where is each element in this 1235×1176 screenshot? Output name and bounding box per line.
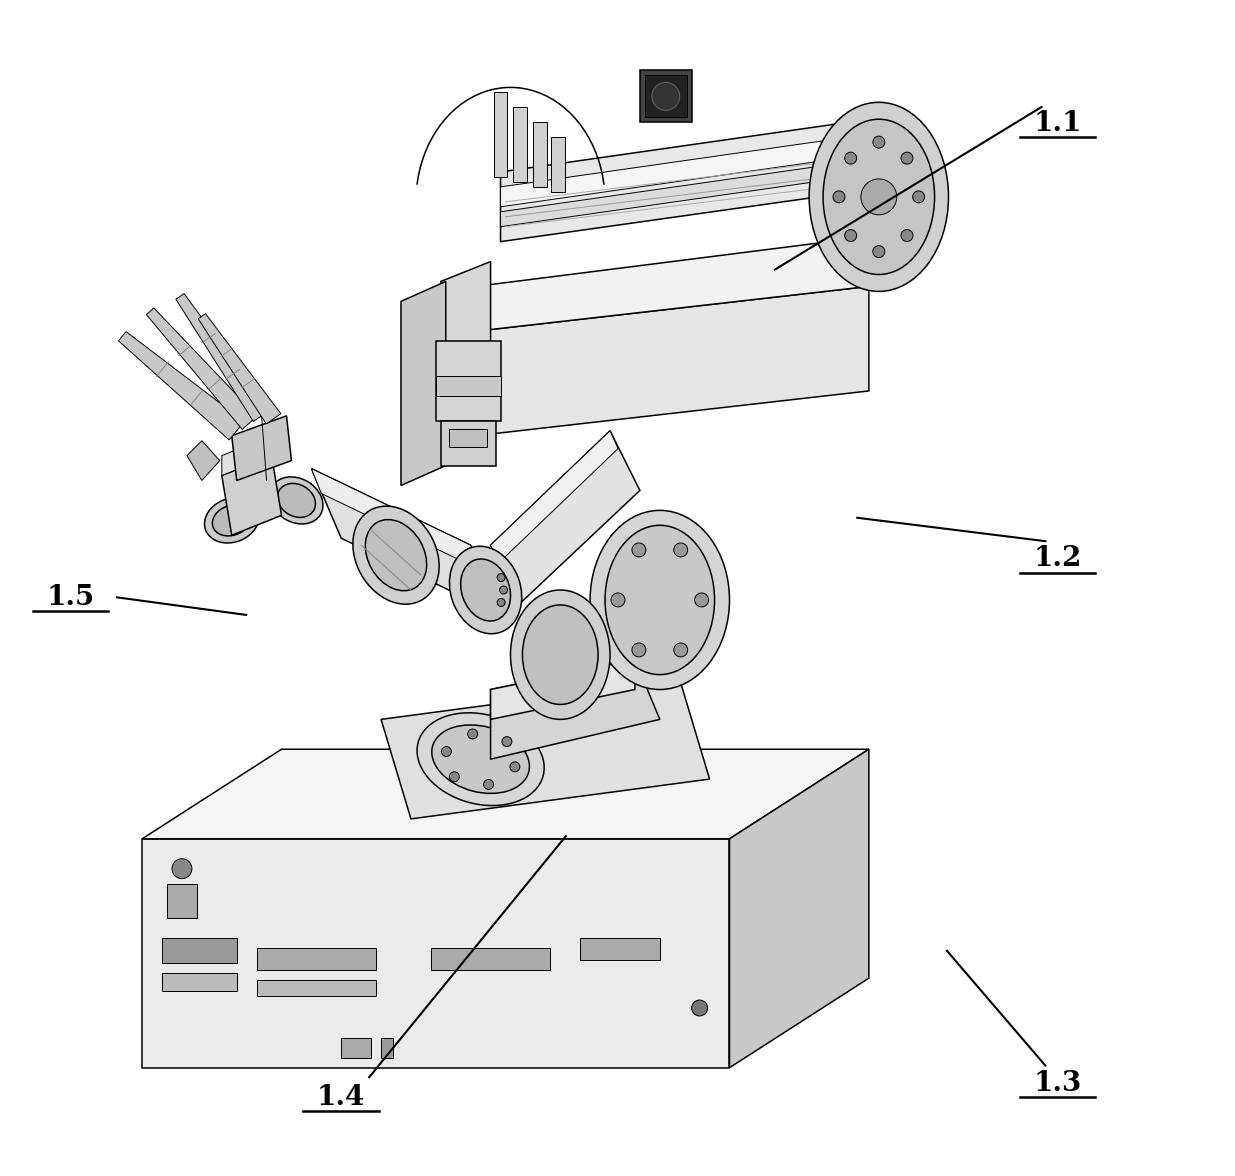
Polygon shape — [475, 287, 869, 436]
Bar — [580, 938, 659, 961]
Ellipse shape — [450, 546, 521, 634]
Ellipse shape — [510, 590, 610, 720]
Circle shape — [498, 599, 505, 607]
Bar — [436, 376, 500, 396]
Ellipse shape — [823, 119, 935, 274]
Bar — [640, 71, 692, 122]
Polygon shape — [186, 441, 220, 481]
Polygon shape — [198, 314, 280, 423]
Polygon shape — [311, 468, 480, 570]
Circle shape — [498, 574, 505, 581]
Bar — [448, 429, 487, 447]
Bar — [441, 421, 495, 466]
Polygon shape — [490, 430, 640, 604]
Ellipse shape — [205, 497, 259, 543]
Ellipse shape — [353, 506, 440, 604]
Polygon shape — [730, 749, 869, 1068]
Polygon shape — [441, 261, 490, 461]
Circle shape — [468, 729, 478, 739]
Circle shape — [450, 771, 459, 782]
Circle shape — [845, 152, 857, 165]
Polygon shape — [490, 660, 635, 720]
Polygon shape — [431, 287, 475, 461]
Circle shape — [692, 1000, 708, 1016]
Circle shape — [902, 229, 913, 241]
Polygon shape — [490, 660, 659, 760]
Ellipse shape — [417, 713, 545, 806]
Circle shape — [652, 82, 679, 111]
Polygon shape — [222, 436, 272, 475]
Polygon shape — [500, 162, 848, 227]
Ellipse shape — [212, 505, 251, 536]
Circle shape — [172, 858, 191, 878]
Circle shape — [611, 593, 625, 607]
Polygon shape — [500, 122, 889, 241]
Ellipse shape — [278, 483, 315, 517]
Ellipse shape — [522, 604, 598, 704]
Circle shape — [501, 736, 511, 747]
Circle shape — [845, 229, 857, 241]
Bar — [431, 948, 551, 970]
Ellipse shape — [366, 520, 426, 590]
Bar — [167, 883, 196, 918]
Bar — [162, 938, 237, 963]
Ellipse shape — [590, 510, 730, 689]
Text: 1.2: 1.2 — [1034, 546, 1082, 573]
Ellipse shape — [605, 526, 715, 675]
Polygon shape — [534, 122, 547, 187]
Polygon shape — [494, 93, 508, 176]
Polygon shape — [232, 416, 291, 481]
Circle shape — [694, 593, 709, 607]
Bar — [257, 948, 377, 970]
Polygon shape — [142, 838, 730, 1068]
Circle shape — [674, 543, 688, 557]
Bar — [382, 1038, 393, 1057]
Text: 1.3: 1.3 — [1034, 1070, 1082, 1096]
Circle shape — [913, 191, 925, 202]
Polygon shape — [514, 107, 527, 182]
Polygon shape — [490, 430, 618, 563]
Circle shape — [484, 780, 494, 789]
Ellipse shape — [432, 724, 530, 794]
Circle shape — [861, 179, 897, 215]
Circle shape — [873, 246, 884, 258]
Polygon shape — [382, 680, 710, 818]
Circle shape — [441, 747, 451, 756]
Bar — [162, 974, 237, 991]
Circle shape — [510, 762, 520, 771]
Polygon shape — [175, 294, 269, 421]
Polygon shape — [311, 468, 500, 615]
Bar — [257, 980, 377, 996]
Polygon shape — [222, 455, 282, 535]
Circle shape — [834, 191, 845, 202]
Bar — [436, 341, 500, 421]
Bar — [645, 75, 687, 118]
Circle shape — [873, 136, 884, 148]
Text: 1.1: 1.1 — [1034, 109, 1082, 136]
Circle shape — [632, 643, 646, 657]
Text: 1.5: 1.5 — [46, 583, 95, 610]
Ellipse shape — [809, 102, 948, 292]
Circle shape — [499, 586, 508, 594]
Circle shape — [674, 643, 688, 657]
Polygon shape — [142, 749, 869, 838]
Polygon shape — [500, 138, 848, 207]
Polygon shape — [551, 138, 566, 192]
Ellipse shape — [461, 559, 510, 621]
Polygon shape — [119, 332, 245, 440]
Ellipse shape — [270, 477, 324, 524]
Bar — [341, 1038, 370, 1057]
Circle shape — [902, 152, 913, 165]
Polygon shape — [401, 281, 446, 486]
Text: 1.4: 1.4 — [316, 1083, 366, 1110]
Polygon shape — [147, 308, 257, 429]
Circle shape — [632, 543, 646, 557]
Polygon shape — [475, 236, 869, 332]
